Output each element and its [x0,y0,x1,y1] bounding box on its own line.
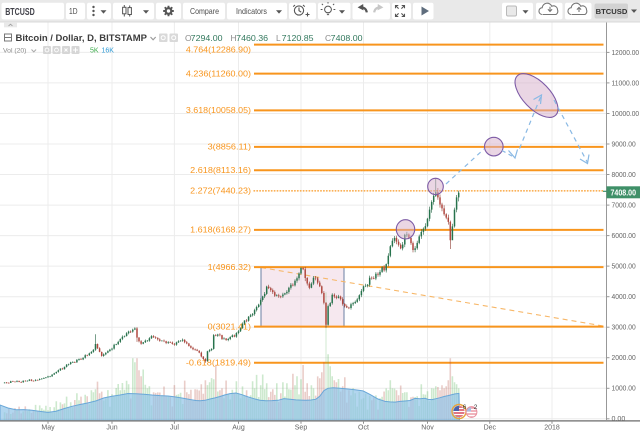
svg-text:5K: 5K [90,48,99,55]
svg-text:-0.618(1819.49): -0.618(1819.49) [186,358,251,368]
svg-text:1000.00: 1000.00 [612,384,636,393]
svg-text:2.618(8113.16): 2.618(8113.16) [190,165,251,175]
svg-text:9000.00: 9000.00 [612,139,636,148]
svg-text:2.272(7440.23): 2.272(7440.23) [190,186,251,196]
svg-text:12000.00: 12000.00 [612,48,640,57]
svg-text:L: L [276,33,281,43]
svg-text:Dec: Dec [484,425,497,432]
svg-text:3000.00: 3000.00 [612,323,636,332]
svg-text:16K: 16K [102,48,115,55]
svg-text:11000.00: 11000.00 [612,78,640,87]
svg-text:10000.00: 10000.00 [612,109,640,118]
svg-text:4.236(11260.00): 4.236(11260.00) [186,68,251,78]
svg-text:Aug: Aug [232,425,245,432]
svg-text:8000.00: 8000.00 [612,170,636,179]
svg-text:3.618(10058.05): 3.618(10058.05) [186,105,251,115]
svg-text:Nov: Nov [421,425,434,432]
svg-text:2000.00: 2000.00 [612,353,636,362]
svg-text:Jun: Jun [106,425,117,432]
svg-text:3(8856.11): 3(8856.11) [208,142,252,152]
svg-text:6000.00: 6000.00 [612,231,636,240]
svg-text:7120.85: 7120.85 [282,33,314,43]
svg-text:2: 2 [474,404,478,411]
svg-text:1D: 1D [69,6,78,16]
svg-text:0.00: 0.00 [612,414,626,423]
svg-text:Jul: Jul [170,425,179,432]
svg-text:BTCUSD: BTCUSD [596,7,628,16]
svg-text:BTCUSD: BTCUSD [5,7,35,18]
svg-text:7294.00: 7294.00 [191,33,223,43]
svg-text:Vol (20): Vol (20) [3,48,26,55]
svg-text:6: 6 [463,404,467,411]
svg-text:1.618(6168.27): 1.618(6168.27) [190,225,251,235]
svg-text:7460.36: 7460.36 [236,33,268,43]
svg-text:1(4966.32): 1(4966.32) [208,262,252,272]
svg-text:5000.00: 5000.00 [612,262,636,271]
svg-text:Compare: Compare [190,6,219,16]
svg-text:7000.00: 7000.00 [612,201,636,210]
svg-text:Oct: Oct [358,425,369,432]
svg-text:2018: 2018 [544,425,560,432]
svg-text:Indicators: Indicators [236,6,267,16]
svg-text:May: May [41,425,55,432]
svg-text:7408.00: 7408.00 [611,188,637,197]
svg-text:Bitcoin / Dollar, D, BITSTAMP: Bitcoin / Dollar, D, BITSTAMP [16,32,148,43]
svg-text:7408.00: 7408.00 [331,33,363,43]
svg-text:4000.00: 4000.00 [612,292,636,301]
svg-text:4.764(12286.90): 4.764(12286.90) [186,44,251,54]
svg-text:Sep: Sep [295,425,308,432]
